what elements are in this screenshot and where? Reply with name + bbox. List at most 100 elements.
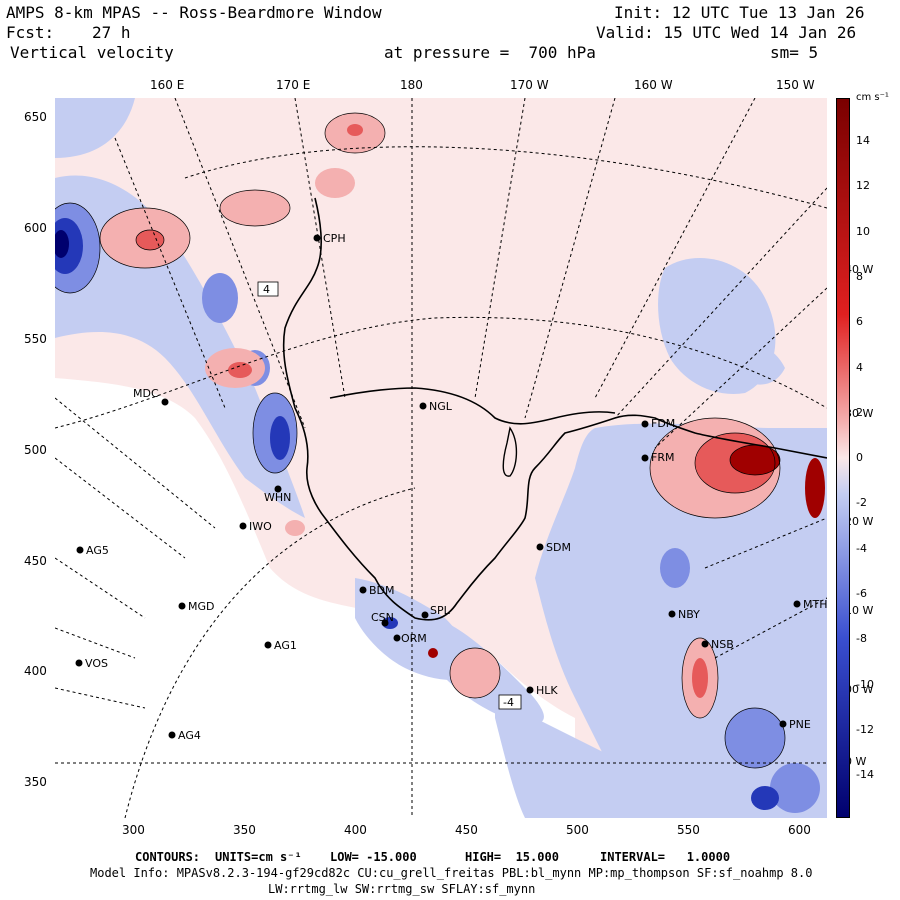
station-label: CSN bbox=[371, 611, 394, 624]
y-tick-label: 600 bbox=[24, 221, 47, 235]
y-tick-label: 650 bbox=[24, 110, 47, 124]
station-dot bbox=[793, 600, 801, 608]
weak-upward-areas bbox=[100, 113, 780, 718]
station-label: VOS bbox=[85, 657, 108, 670]
station-label: WHN bbox=[264, 491, 291, 504]
colorbar-tick-label: 0 bbox=[856, 451, 863, 465]
colorbar-tick-label: -8 bbox=[856, 632, 867, 646]
station-dot bbox=[668, 610, 676, 618]
init-time: Init: 12 UTC Tue 13 Jan 26 bbox=[614, 3, 865, 22]
forecast-hour: 27 h bbox=[92, 23, 131, 42]
lon-label-top: 160 E bbox=[150, 78, 185, 92]
strong-upward-areas bbox=[428, 445, 825, 658]
station-label: AG5 bbox=[86, 544, 109, 557]
masked-terrain bbox=[55, 378, 575, 818]
station-markers: CPH NGL MDC FDM FRM WHN IWO AG5 SDM BDM MGD SPL NBY M… bbox=[75, 232, 827, 742]
station-dot bbox=[779, 720, 787, 728]
y-tick-label: 450 bbox=[24, 554, 47, 568]
contour-lines bbox=[55, 112, 786, 769]
lon-label-top: 170 E bbox=[276, 78, 311, 92]
field-name: Vertical velocity bbox=[10, 43, 174, 62]
station-label: MGD bbox=[188, 600, 215, 613]
station-label: NGL bbox=[429, 400, 453, 413]
footer-low: LOW= -15.000 bbox=[330, 850, 417, 864]
footer-model-info-2: LW:rrtmg_lw SW:rrtmg_sw SFLAY:sf_mynn bbox=[268, 882, 536, 896]
station-dot bbox=[359, 586, 367, 594]
x-tick-label: 450 bbox=[455, 823, 478, 837]
smoothing: sm= 5 bbox=[770, 43, 819, 62]
x-tick-label: 550 bbox=[677, 823, 700, 837]
station-label: SPL bbox=[430, 604, 451, 617]
x-tick-label: 300 bbox=[122, 823, 145, 837]
station-dot bbox=[419, 402, 427, 410]
station-dot bbox=[381, 619, 389, 627]
station-dot bbox=[313, 234, 321, 242]
vertical-velocity-map[interactable]: 4 -4 CPH NGL MDC FDM FRM WHN IWO AG5 SDM BDM MGD SP… bbox=[55, 98, 827, 818]
station-dot bbox=[168, 731, 176, 739]
lon-label-top: 170 W bbox=[510, 78, 549, 92]
station-label: HLK bbox=[536, 684, 558, 697]
y-tick-label: 350 bbox=[24, 775, 47, 789]
map-grid bbox=[55, 98, 827, 818]
station-dot bbox=[75, 659, 83, 667]
colorbar-tick-label: 2 bbox=[856, 405, 863, 419]
station-label: FDM bbox=[651, 417, 675, 430]
colorbar-tick-label: 6 bbox=[856, 315, 863, 329]
forecast-label: Fcst: bbox=[6, 23, 55, 42]
footer-contours-label: CONTOURS: bbox=[135, 850, 201, 864]
colorbar-tick-label: 10 bbox=[856, 224, 870, 238]
colorbar-tick-label: -2 bbox=[856, 496, 867, 510]
station-dot bbox=[536, 543, 544, 551]
station-dot bbox=[393, 634, 401, 642]
footer-units: UNITS=cm s⁻¹ bbox=[215, 850, 302, 864]
y-tick-label: 500 bbox=[24, 443, 47, 457]
map-title: AMPS 8-km MPAS -- Ross-Beardmore Window bbox=[6, 3, 382, 22]
ice-shelf-edge bbox=[329, 387, 616, 425]
station-dot bbox=[701, 640, 709, 648]
station-label: BDM bbox=[369, 584, 395, 597]
station-label: SDM bbox=[546, 541, 571, 554]
extreme-downward-areas bbox=[55, 230, 69, 258]
x-tick-label: 400 bbox=[344, 823, 367, 837]
y-tick-label: 550 bbox=[24, 332, 47, 346]
coastline bbox=[282, 197, 827, 621]
station-dot bbox=[76, 546, 84, 554]
x-tick-label: 350 bbox=[233, 823, 256, 837]
footer-interval: INTERVAL= 1.0000 bbox=[600, 850, 731, 864]
colorbar-tick-label: 12 bbox=[856, 179, 870, 193]
station-dot bbox=[264, 641, 272, 649]
station-dot bbox=[641, 454, 649, 462]
station-label: NSB bbox=[711, 638, 734, 651]
station-dot bbox=[178, 602, 186, 610]
station-label: NBY bbox=[678, 608, 700, 621]
colorbar bbox=[836, 98, 850, 818]
lon-label-top: 180 bbox=[400, 78, 423, 92]
station-label: AG1 bbox=[274, 639, 297, 652]
colorbar-tick-label: 4 bbox=[856, 360, 863, 374]
colorbar-tick-label: -10 bbox=[856, 677, 874, 691]
contour-label-box: -4 bbox=[498, 694, 522, 710]
contour-label-box: 4 bbox=[257, 281, 279, 297]
x-tick-label: 500 bbox=[566, 823, 589, 837]
station-dot bbox=[641, 420, 649, 428]
colorbar-tick-label: -14 bbox=[856, 768, 874, 782]
station-label: MTH bbox=[803, 598, 827, 611]
station-label: FRM bbox=[651, 451, 674, 464]
colorbar-tick-label: -4 bbox=[856, 541, 867, 555]
footer-high: HIGH= 15.000 bbox=[465, 850, 559, 864]
station-dot bbox=[526, 686, 534, 694]
colorbar-tick-label: -6 bbox=[856, 587, 867, 600]
valid-time: Valid: 15 UTC Wed 14 Jan 26 bbox=[596, 23, 857, 42]
svg-text:-4: -4 bbox=[503, 696, 514, 709]
footer-model-info: Model Info: MPASv8.2.3-194-gf29cd82c CU:… bbox=[90, 866, 813, 880]
colorbar-tick-label: -12 bbox=[856, 722, 874, 736]
station-label: IWO bbox=[249, 520, 272, 533]
svg-text:4: 4 bbox=[263, 283, 270, 296]
station-label: MDC bbox=[133, 387, 159, 400]
station-label: ORM bbox=[401, 632, 427, 645]
colorbar-units: cm s⁻¹ bbox=[856, 92, 889, 103]
station-dot bbox=[274, 485, 282, 493]
station-dot bbox=[421, 611, 429, 619]
y-tick-label: 400 bbox=[24, 664, 47, 678]
lon-label-top: 160 W bbox=[634, 78, 673, 92]
